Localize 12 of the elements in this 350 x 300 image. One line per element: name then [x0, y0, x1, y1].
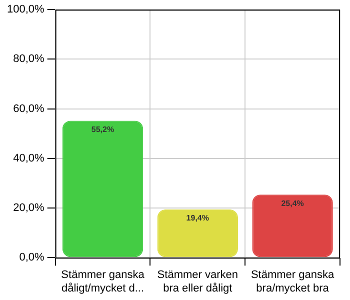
x-tick-label: Stämmer ganska bra/mycket bra — [250, 269, 335, 294]
y-tick-label: 60,0% — [13, 102, 45, 115]
y-tick-label: 80,0% — [13, 53, 45, 66]
data-label: 25,4% — [281, 198, 304, 208]
data-label: 19,4% — [186, 214, 209, 223]
y-tick-label: 100,0% — [6, 4, 45, 16]
y-tick-label: 0,0% — [19, 252, 45, 264]
y-tick-label: 40,0% — [13, 152, 45, 164]
x-tick-label: Stämmer varken bra eller dåligt — [157, 269, 238, 294]
y-tick-label: 20,0% — [13, 202, 45, 214]
data-label: 55,2% — [91, 124, 114, 134]
x-tick-label: Stämmer ganska dåligt/mycket d... — [61, 269, 146, 294]
